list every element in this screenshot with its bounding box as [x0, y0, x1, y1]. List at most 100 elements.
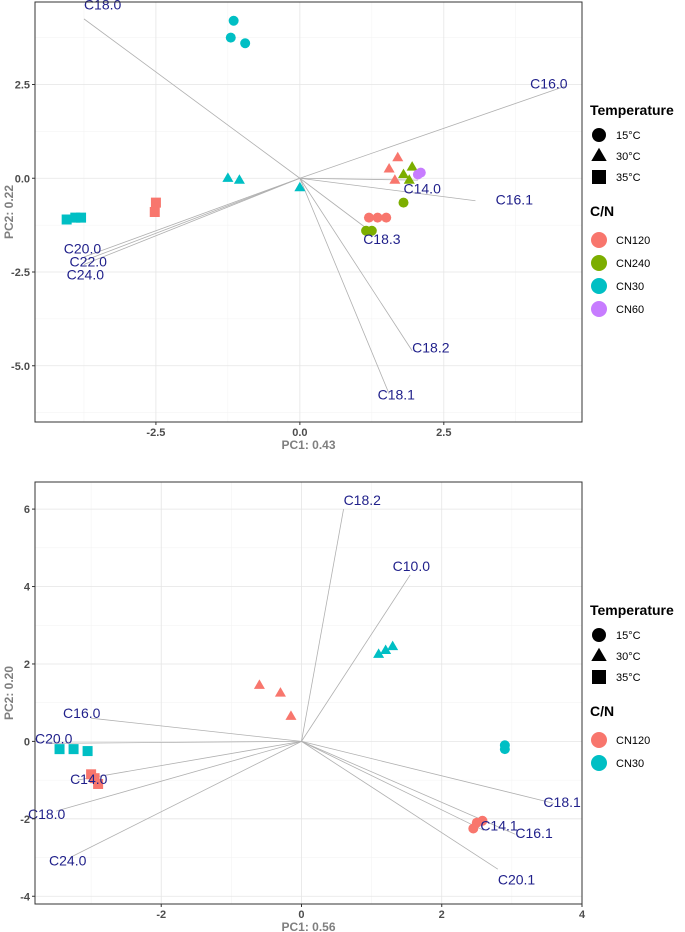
legend-label-temp: 35°C — [616, 672, 641, 684]
loading-vector-C24.0 — [83, 177, 301, 265]
legend-key-circle — [592, 128, 606, 142]
vector-label: C18.1 — [378, 387, 416, 403]
data-point — [54, 744, 65, 755]
data-point — [68, 744, 79, 755]
x-axis-label: PC1: 0.43 — [281, 438, 335, 452]
x-tick-label: -2 — [156, 909, 166, 921]
vector-label: C18.3 — [363, 231, 401, 247]
data-point — [383, 162, 395, 173]
vector-label: C14.0 — [404, 180, 442, 196]
data-point — [361, 225, 372, 236]
legend-title-temperature: Temperature — [590, 102, 674, 118]
y-tick-label: 4 — [24, 582, 31, 594]
data-point — [397, 168, 410, 179]
loading-vector-C18.3 — [299, 177, 375, 235]
legend-label-cn: CN240 — [616, 258, 650, 270]
data-point — [387, 640, 399, 651]
vector-label: C16.0 — [63, 705, 101, 721]
y-tick-label: -5.0 — [11, 361, 30, 373]
legend-title-cn: C/N — [590, 703, 614, 719]
pca-biplot-1: C18.0 C16.0 C14.0 C16.1 C18.3 C18.2 C18.1 C20.0… — [2, 0, 674, 452]
data-point — [240, 38, 251, 49]
data-point — [76, 212, 87, 223]
loading-vector-C18.1 — [301, 741, 555, 804]
vector-label: C14.1 — [480, 817, 518, 833]
data-point — [93, 778, 104, 789]
data-point — [468, 823, 479, 834]
vector-label: C16.0 — [530, 75, 568, 91]
vector-label: C14.0 — [70, 771, 108, 787]
legend-label-cn: CN120 — [616, 735, 650, 747]
y-tick-label: -4 — [20, 891, 31, 903]
data-point — [233, 174, 245, 184]
legend-key-color — [591, 255, 607, 271]
vector-label: C18.2 — [412, 340, 450, 356]
vector-label: C20.0 — [64, 240, 102, 256]
x-tick-label: 2.5 — [436, 427, 451, 439]
x-tick-label: 4 — [579, 909, 586, 921]
y-axis-label: PC2: 0.20 — [2, 666, 16, 720]
data-point — [253, 679, 265, 689]
data-point — [499, 744, 510, 755]
legend-key-square — [592, 670, 606, 684]
vector-label: C20.1 — [498, 872, 536, 888]
data-point — [381, 212, 392, 223]
data-point — [373, 648, 385, 658]
legend-label-temp: 15°C — [616, 630, 641, 642]
y-tick-label: -2 — [20, 814, 30, 826]
data-point — [228, 15, 239, 26]
loading-vector-C10.0 — [301, 574, 411, 742]
loading-vector-C16.0 — [91, 717, 302, 742]
loading-vector-C24.0 — [69, 741, 302, 858]
data-point — [392, 151, 404, 162]
loading-vector-C20.0 — [83, 177, 301, 258]
vector-label: C20.0 — [35, 730, 73, 746]
data-point — [285, 710, 297, 720]
legend-label-temp: 30°C — [616, 651, 641, 663]
loading-vector-C18.0 — [83, 18, 301, 179]
data-point — [363, 212, 374, 223]
legend-key-color — [591, 232, 607, 248]
vector-label: C18.0 — [28, 806, 66, 822]
vector-label: C18.1 — [543, 794, 581, 810]
loading-vector-C14.0 — [299, 177, 418, 181]
loading-vector-C18.2 — [301, 509, 344, 742]
legend-label-temp: 35°C — [616, 172, 641, 184]
y-tick-label: 6 — [24, 504, 30, 516]
data-point — [61, 214, 72, 225]
legend-label-temp: 30°C — [616, 151, 641, 163]
legend-label-cn: CN30 — [616, 758, 644, 770]
legend-key-triangle — [591, 147, 607, 162]
legend-key-color — [591, 278, 607, 294]
loading-vector-C18.2 — [299, 178, 413, 351]
vector-label: C10.0 — [393, 558, 431, 574]
data-point — [89, 773, 100, 784]
data-point — [372, 212, 383, 223]
y-tick-label: -2.5 — [11, 267, 30, 279]
data-point — [406, 161, 418, 171]
legend-key-color — [591, 755, 607, 771]
data-point — [477, 815, 488, 826]
vector-label: C18.0 — [84, 0, 122, 13]
y-tick-label: 2 — [24, 659, 30, 671]
vector-label: C16.1 — [496, 192, 534, 208]
data-point — [149, 207, 160, 217]
legend-key-triangle — [591, 647, 607, 662]
vector-label: C24.0 — [67, 267, 105, 283]
legend-key-color — [591, 732, 607, 748]
x-axis-label: PC1: 0.56 — [281, 920, 335, 932]
legend-key-circle — [592, 628, 606, 642]
legend-label-temp: 15°C — [616, 130, 641, 142]
legend-key-square — [592, 170, 606, 184]
loading-vector-C16.0 — [299, 85, 565, 179]
data-point — [294, 181, 306, 192]
y-tick-label: 2.5 — [15, 80, 30, 92]
data-point — [380, 644, 392, 655]
loading-vector-C20.1 — [301, 741, 499, 870]
data-point — [150, 197, 161, 208]
data-point — [70, 212, 81, 223]
vector-label: C16.1 — [515, 825, 553, 841]
panel-border — [34, 1, 583, 423]
loading-vector-C14.0 — [77, 741, 302, 781]
data-point — [403, 174, 415, 184]
